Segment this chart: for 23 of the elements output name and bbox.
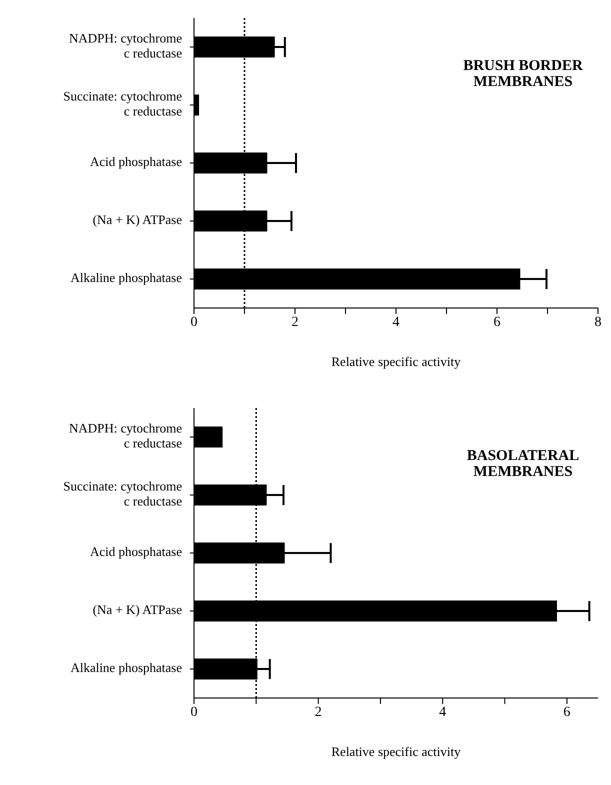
y-tick-label: Alkaline phosphatase xyxy=(70,270,182,285)
x-tick-label: 6 xyxy=(563,704,570,720)
y-tick-label: Acid phosphatase xyxy=(90,154,182,169)
x-tick-label: 0 xyxy=(190,314,198,330)
annotation: BRUSH BORDER MEMBRANES xyxy=(462,58,584,90)
x-tick-label: 2 xyxy=(292,314,298,330)
y-tick-label: (Na + K) ATPase xyxy=(92,212,182,227)
x-tick-label: 2 xyxy=(314,704,322,720)
annotation: BASOLATERAL MEMBRANES xyxy=(466,448,580,480)
x-tick-label: 0 xyxy=(190,704,198,720)
y-tick-label: NADPH: cytochrome c reductase xyxy=(68,30,182,60)
x-axis-title: Relative specific activity xyxy=(331,744,462,759)
y-tick-label: Succinate: cytochrome c reductase xyxy=(63,478,182,508)
y-tick-label: Acid phosphatase xyxy=(90,544,182,559)
x-axis-title: Relative specific activity xyxy=(331,354,462,369)
y-tick-label: (Na + K) ATPase xyxy=(92,602,182,617)
y-tick-label: Alkaline phosphatase xyxy=(70,660,182,675)
x-tick-label: 8 xyxy=(594,314,602,330)
x-tick-label: 4 xyxy=(392,314,400,330)
x-tick-label: 4 xyxy=(439,704,446,720)
y-tick-label: NADPH: cytochrome c reductase xyxy=(68,420,182,450)
y-tick-label: Succinate: cytochrome c reductase xyxy=(63,88,182,118)
x-tick-label: 6 xyxy=(494,314,500,330)
